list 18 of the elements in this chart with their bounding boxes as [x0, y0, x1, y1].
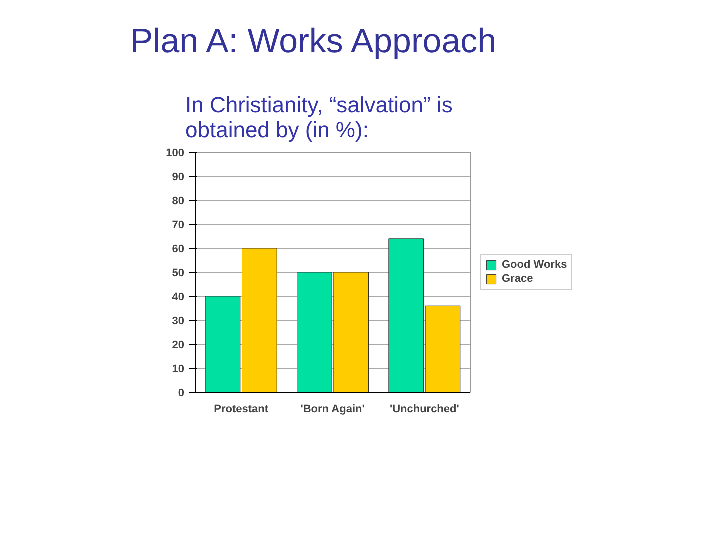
y-tick-label: 20	[172, 340, 185, 352]
y-tick-label: 70	[172, 220, 185, 232]
y-tick-label: 100	[166, 148, 185, 160]
y-tick-label: 40	[172, 292, 185, 304]
y-tick-label: 90	[172, 172, 185, 184]
y-tick-label: 30	[172, 316, 185, 328]
y-tick-label: 50	[172, 268, 185, 280]
y-tick-label: 80	[172, 196, 185, 208]
x-tick-label: 'Unchurched'	[390, 404, 460, 416]
y-tick-label: 10	[172, 364, 185, 376]
legend-label: Grace	[502, 273, 534, 285]
chart-subtitle: In Christianity, “salvation” is obtained by (in %):	[186, 92, 453, 142]
x-tick-label: 'Born Again'	[300, 404, 366, 416]
y-tick-label: 0	[178, 388, 185, 400]
y-tick-label: 60	[172, 244, 185, 256]
legend-label: Good Works	[502, 259, 568, 271]
chart-title: Plan A: Works Approach	[130, 22, 497, 60]
x-tick-label: Protestant	[214, 404, 269, 416]
